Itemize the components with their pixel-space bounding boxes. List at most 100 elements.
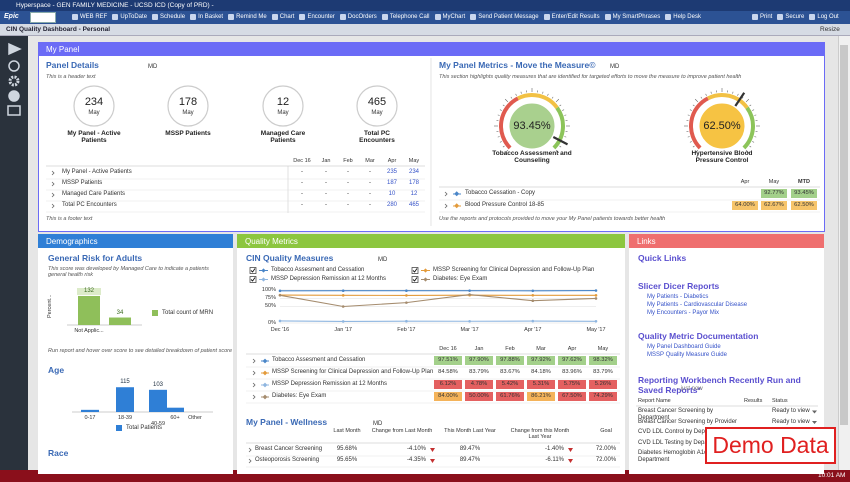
legend-marker xyxy=(423,268,428,273)
toolbar-button[interactable]: Chart xyxy=(271,14,294,21)
toolbar-button[interactable]: Log Out xyxy=(809,14,839,21)
table-cell: 235 xyxy=(386,169,397,175)
report-status[interactable]: Ready to view xyxy=(772,418,810,425)
report-status[interactable]: Ready to view xyxy=(772,408,810,414)
toolbar-button[interactable]: Help Desk xyxy=(665,14,701,21)
gauge-tick xyxy=(687,114,690,116)
row-label[interactable]: Total PC Encounters xyxy=(62,202,117,208)
row-icon xyxy=(262,370,268,376)
toolbar-button[interactable]: Send Patient Message xyxy=(470,14,539,21)
badge: MD xyxy=(373,421,383,427)
row-label[interactable]: My Panel - Active Patients xyxy=(62,169,132,175)
row-label[interactable]: MSSP Screening for Clinical Depression a… xyxy=(272,369,434,375)
report-name[interactable]: Breast Cancer Screening by Department xyxy=(638,408,714,421)
x-tick-label: 40-59 xyxy=(150,421,166,427)
toolbar-button[interactable]: Schedule xyxy=(152,14,185,21)
kpi-label: Total PC Encounters xyxy=(359,130,395,145)
report-name[interactable]: Breast Cancer Screening by Provider xyxy=(638,418,738,425)
row-label[interactable]: Diabetes: Eye Exam xyxy=(272,393,327,399)
gauge-tick xyxy=(555,98,560,103)
gauge-tick xyxy=(700,96,703,99)
row-label[interactable]: Osteoporosis Screening xyxy=(255,457,320,463)
report-name[interactable]: CVD LDL Testing by Department xyxy=(638,439,725,446)
toolbar-button[interactable]: Encounter xyxy=(299,14,335,21)
toolbar-items: WEB REF UpToDate Schedule In Basket Remind M… xyxy=(72,14,706,21)
cell-bg xyxy=(558,380,586,389)
expand-chevron xyxy=(51,203,55,209)
toolbar-button[interactable]: DocOrders xyxy=(339,14,377,21)
resize-button[interactable]: Resize xyxy=(820,26,840,33)
footnote: Run report and hover over score to see d… xyxy=(48,348,233,354)
table-cell: 98.32% xyxy=(593,357,613,363)
table-cell: 5.75% xyxy=(563,381,581,387)
screen-icon[interactable] xyxy=(7,105,21,116)
toolbar-button[interactable]: Enter/Edit Results xyxy=(543,14,600,21)
note: - just now xyxy=(677,386,703,392)
x-tick-label: May '17 xyxy=(586,327,606,333)
bar xyxy=(116,387,134,412)
section-title[interactable]: Quick Links xyxy=(638,253,687,263)
kpi-label: MSSP Patients xyxy=(165,130,211,137)
add-icon[interactable] xyxy=(8,90,20,102)
toolbar-button[interactable]: In Basket xyxy=(190,14,223,21)
cell-bg xyxy=(732,201,758,210)
table-cell: 50.00% xyxy=(469,393,489,399)
toolbar-button[interactable]: WEB REF xyxy=(72,14,107,21)
series-point xyxy=(468,293,471,296)
refresh-icon[interactable] xyxy=(8,60,20,72)
table-cell: 178 xyxy=(408,180,419,186)
window-title: Hyperspace - GEN FAMILY MEDICINE - UCSD … xyxy=(16,2,214,9)
cell-bg xyxy=(589,392,617,401)
toolbar-button[interactable]: Telephone Call xyxy=(381,14,430,21)
play-icon[interactable] xyxy=(8,42,22,56)
gauge-tick xyxy=(547,93,549,96)
table-cell: 67.50% xyxy=(562,393,582,399)
toolbar-button[interactable]: UpToDate xyxy=(112,14,147,21)
report-name[interactable]: CVD LDL Control by Department xyxy=(638,429,726,435)
row-label[interactable]: Managed Care Patients xyxy=(62,191,126,197)
column-header: Change from Last Month xyxy=(371,428,433,434)
table-cell: 4.78% xyxy=(470,381,488,387)
table-cell: 84.58% xyxy=(438,369,458,375)
tab-title: CIN Quality Dashboard - Personal xyxy=(6,26,111,33)
report-name[interactable]: Diabetes Hemoglobin A1c by Department xyxy=(638,450,716,463)
gauge-tick xyxy=(749,145,752,148)
toolbar-button[interactable]: Remind Me xyxy=(228,14,267,21)
dropdown-arrow xyxy=(812,410,817,414)
link[interactable]: MSSP Quality Measure Guide xyxy=(647,352,727,358)
row-label[interactable]: Blood Pressure Control 18-85 xyxy=(465,202,545,208)
row-label[interactable]: MSSP Depression Remission at 12 Months xyxy=(272,381,387,387)
link[interactable]: My Patients - Diabetics xyxy=(647,294,709,300)
link[interactable]: My Encounters - Payor Mix xyxy=(647,310,720,316)
table-cell: 72.00% xyxy=(595,446,617,452)
row-label[interactable]: Tobacco Cessation - Copy xyxy=(465,190,536,196)
row-label[interactable]: Breast Cancer Screening xyxy=(255,446,323,452)
toolbar-button[interactable]: Print xyxy=(752,14,772,21)
series-point xyxy=(405,301,408,304)
section-title: Slicer Dicer Reports xyxy=(638,281,720,291)
link[interactable]: My Patients - Cardiovascular Disease xyxy=(647,302,748,308)
gauge-tick xyxy=(559,104,562,107)
table-cell: 83.79% xyxy=(469,369,489,375)
column-header: Feb xyxy=(505,346,515,352)
column-header: Goal xyxy=(600,428,612,434)
link[interactable]: My Panel Dashboard Guide xyxy=(647,344,721,350)
series-point xyxy=(468,319,471,323)
table-cell: - xyxy=(325,191,327,197)
toolbar-button[interactable]: My SmartPhrases xyxy=(604,14,660,21)
toolbar-button[interactable]: MyChart xyxy=(434,14,465,21)
settings-icon[interactable] xyxy=(8,75,20,87)
kpi-value: 12 xyxy=(276,96,290,108)
row-label[interactable]: MSSP Patients xyxy=(62,180,103,186)
row-label[interactable]: Tobacco Assesment and Cessation xyxy=(272,357,366,363)
table-cell: 97.92% xyxy=(531,357,551,363)
panel-header xyxy=(237,234,625,248)
toolbar-button[interactable]: Secure xyxy=(777,14,804,21)
table-cell: 83.96% xyxy=(562,369,582,375)
cell-bg xyxy=(434,356,462,365)
gauge-tick xyxy=(564,114,567,116)
table-cell: 97.90% xyxy=(469,357,489,363)
bar xyxy=(78,295,100,325)
table-cell: 97.51% xyxy=(438,357,458,363)
trend-down-icon xyxy=(568,459,573,463)
